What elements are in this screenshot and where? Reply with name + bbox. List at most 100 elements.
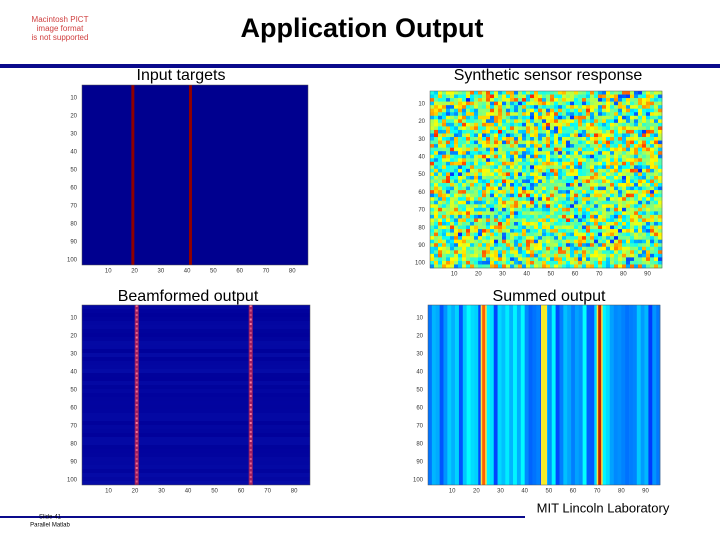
- noise-cell: [558, 183, 562, 187]
- noise-cell: [490, 240, 494, 244]
- noise-cell: [466, 151, 470, 155]
- noise-cell: [634, 162, 638, 166]
- sum-column: [652, 305, 656, 485]
- sum-column: [656, 305, 660, 485]
- noise-cell: [530, 137, 534, 141]
- noise-cell: [582, 116, 586, 120]
- noise-cell: [442, 204, 446, 208]
- noise-cell: [578, 123, 582, 127]
- noise-cell: [482, 98, 486, 102]
- noise-cell: [430, 190, 434, 194]
- noise-cell: [566, 102, 570, 106]
- noise-cell: [526, 137, 530, 141]
- noise-cell: [606, 91, 610, 95]
- noise-cell: [470, 183, 474, 187]
- noise-cell: [490, 236, 494, 240]
- noise-cell: [550, 194, 554, 198]
- noise-cell: [610, 102, 614, 106]
- noise-cell: [618, 236, 622, 240]
- noise-cell: [562, 98, 566, 102]
- noise-cell: [434, 165, 438, 169]
- beam-dot: [250, 350, 252, 352]
- noise-cell: [566, 243, 570, 247]
- beam-dot: [250, 472, 252, 474]
- noise-cell: [514, 222, 518, 226]
- noise-cell: [438, 144, 442, 148]
- noise-cell: [494, 211, 498, 215]
- noise-cell: [586, 243, 590, 247]
- noise-cell: [646, 116, 650, 120]
- noise-cell: [630, 197, 634, 201]
- noise-cell: [542, 201, 546, 205]
- panel: Synthetic sensor response102030405060708…: [415, 67, 662, 277]
- noise-cell: [454, 229, 458, 233]
- beam-dot: [250, 386, 252, 388]
- noise-cell: [562, 247, 566, 251]
- noise-cell: [646, 204, 650, 208]
- noise-cell: [438, 172, 442, 176]
- noise-cell: [506, 247, 510, 251]
- noise-cell: [462, 204, 466, 208]
- noise-cell: [446, 155, 450, 159]
- noise-cell: [630, 155, 634, 159]
- noise-cell: [558, 204, 562, 208]
- noise-cell: [654, 236, 658, 240]
- noise-cell: [546, 226, 550, 230]
- noise-cell: [442, 137, 446, 141]
- noise-cell: [510, 162, 514, 166]
- noise-cell: [610, 148, 614, 152]
- noise-cell: [502, 236, 506, 240]
- noise-cell: [570, 130, 574, 134]
- noise-cell: [614, 158, 618, 162]
- noise-cell: [606, 165, 610, 169]
- noise-cell: [554, 240, 558, 244]
- noise-cell: [462, 102, 466, 106]
- noise-cell: [478, 95, 482, 99]
- noise-cell: [502, 233, 506, 237]
- noise-cell: [514, 137, 518, 141]
- noise-cell: [594, 102, 598, 106]
- noise-cell: [534, 254, 538, 258]
- noise-cell: [474, 98, 478, 102]
- noise-cell: [502, 240, 506, 244]
- noise-cell: [526, 109, 530, 113]
- noise-cell: [610, 123, 614, 127]
- noise-cell: [510, 141, 514, 145]
- noise-cell: [502, 133, 506, 137]
- noise-cell: [442, 102, 446, 106]
- noise-cell: [442, 158, 446, 162]
- noise-cell: [450, 229, 454, 233]
- noise-cell: [598, 183, 602, 187]
- noise-cell: [430, 172, 434, 176]
- noise-cell: [558, 257, 562, 261]
- noise-row: [82, 361, 310, 365]
- noise-cell: [638, 116, 642, 120]
- noise-cell: [642, 211, 646, 215]
- noise-cell: [566, 91, 570, 95]
- beam-dot: [136, 319, 138, 321]
- noise-cell: [650, 211, 654, 215]
- noise-cell: [470, 158, 474, 162]
- noise-cell: [558, 222, 562, 226]
- noise-cell: [582, 105, 586, 109]
- noise-cell: [502, 197, 506, 201]
- noise-cell: [646, 141, 650, 145]
- noise-cell: [654, 222, 658, 226]
- noise-cell: [570, 109, 574, 113]
- noise-cell: [498, 102, 502, 106]
- noise-cell: [630, 119, 634, 123]
- noise-cell: [598, 229, 602, 233]
- noise-cell: [622, 201, 626, 205]
- noise-cell: [530, 204, 534, 208]
- noise-cell: [498, 222, 502, 226]
- noise-cell: [466, 105, 470, 109]
- noise-cell: [638, 119, 642, 123]
- noise-cell: [570, 194, 574, 198]
- beam-dot: [250, 409, 252, 411]
- noise-cell: [546, 98, 550, 102]
- noise-cell: [538, 180, 542, 184]
- beam-dot: [250, 310, 252, 312]
- noise-cell: [562, 190, 566, 194]
- noise-cell: [494, 247, 498, 251]
- noise-cell: [470, 218, 474, 222]
